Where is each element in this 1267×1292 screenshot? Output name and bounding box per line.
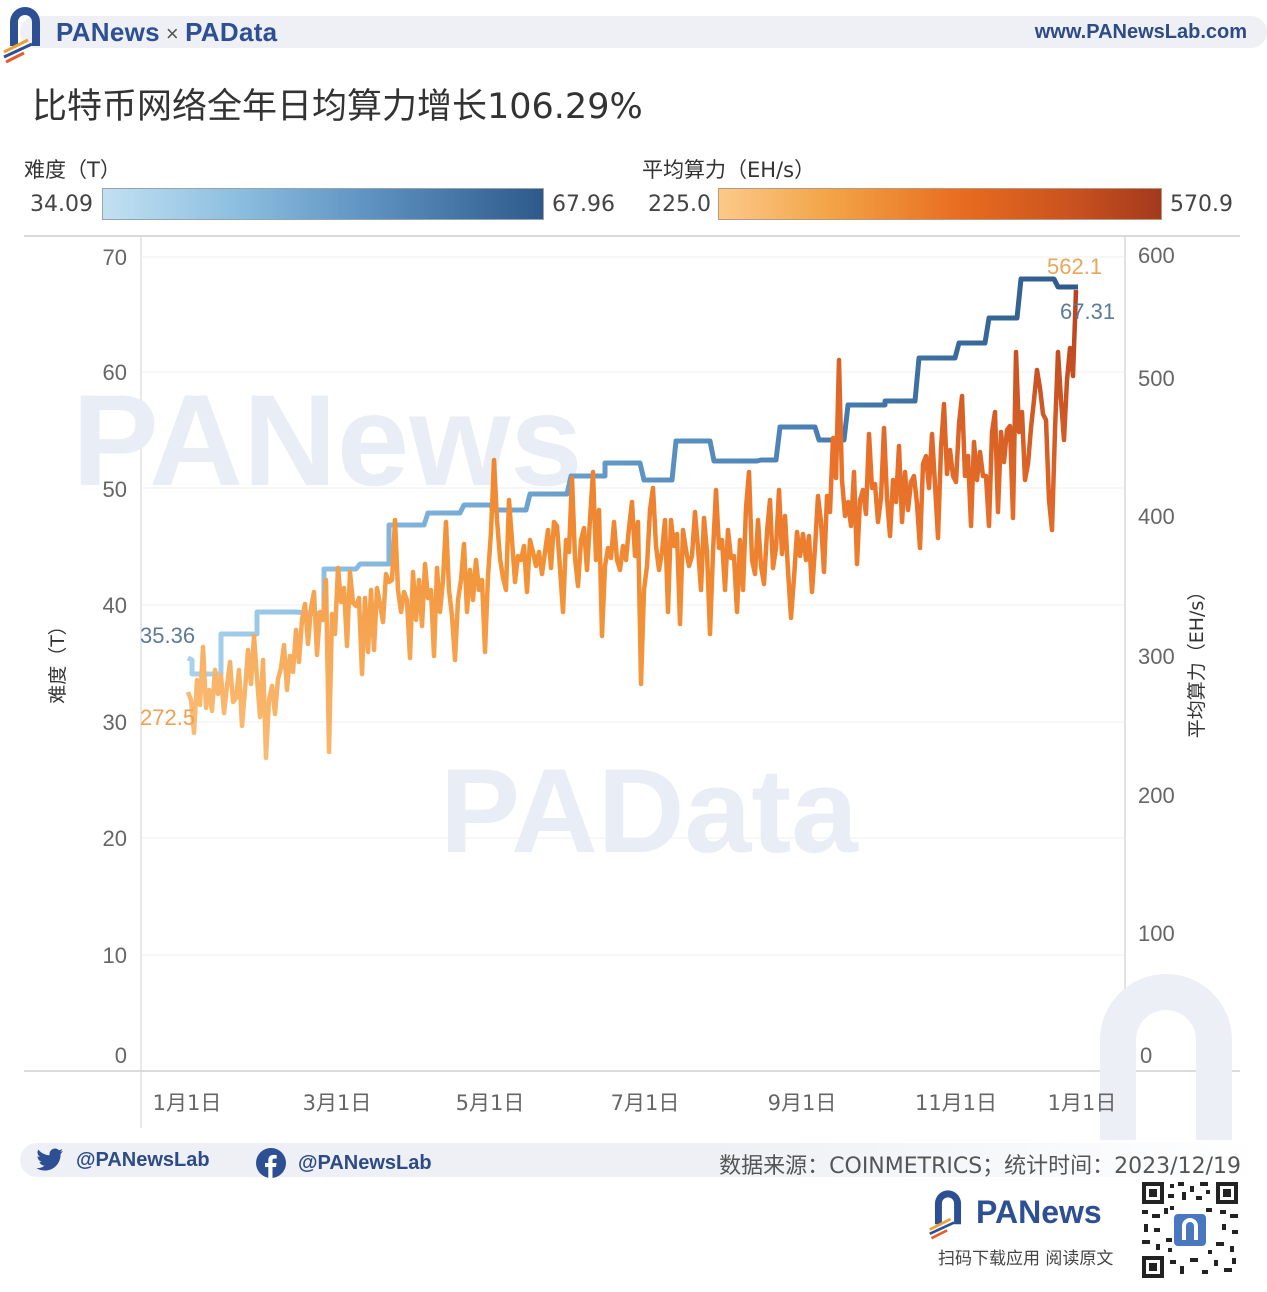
difficulty-end-label: 67.31 (1060, 299, 1115, 324)
qr-code-icon[interactable] (1140, 1180, 1240, 1280)
footer-brand-name: PANews (976, 1194, 1102, 1230)
svg-text:5月1日: 5月1日 (456, 1091, 525, 1115)
right-axis-ticks: 0 100 200 300 400 500 600 (1138, 243, 1175, 1068)
twitter-handle[interactable]: @PANewsLab (36, 1148, 210, 1172)
website-link[interactable]: www.PANewsLab.com (1034, 21, 1247, 43)
hashrate-color-scale (718, 188, 1162, 220)
svg-text:100: 100 (1138, 921, 1175, 946)
svg-text:10: 10 (103, 943, 127, 968)
svg-text:20: 20 (103, 826, 127, 851)
brand-padata: PAData (185, 17, 278, 47)
difficulty-color-scale (102, 188, 544, 220)
header-pill (20, 16, 1267, 48)
difficulty-start-label: 35.36 (140, 623, 195, 648)
difficulty-legend-min: 34.09 (30, 192, 93, 217)
footer-brand: PANews (928, 1186, 1128, 1240)
hashrate-line (185, 289, 1079, 761)
right-axis-title: 平均算力（EH/s） (1186, 582, 1208, 739)
facebook-handle[interactable]: @PANewsLab (256, 1148, 432, 1178)
svg-text:7月1日: 7月1日 (611, 1091, 680, 1115)
difficulty-legend-max: 67.96 (552, 192, 615, 217)
twitter-icon (36, 1148, 63, 1171)
svg-text:400: 400 (1138, 504, 1175, 529)
twitter-handle-text: @PANewsLab (76, 1148, 210, 1171)
chart-area: PANews PAData 0 10 20 30 40 50 60 70 0 1… (24, 235, 1240, 1140)
svg-text:200: 200 (1138, 783, 1175, 808)
left-axis-ticks: 0 10 20 30 40 50 60 70 (103, 245, 127, 1068)
svg-text:11月1日: 11月1日 (915, 1091, 997, 1115)
watermark-logo-icon (1100, 973, 1232, 1140)
facebook-handle-text: @PANewsLab (298, 1151, 432, 1174)
chart-title: 比特币网络全年日均算力增长106.29% (32, 87, 643, 127)
svg-text:50: 50 (103, 477, 127, 502)
annotations: 35.36 272.5 67.31 562.1 (140, 254, 1115, 730)
header-bar: PANews × PAData www.PANewsLab.com (0, 0, 1267, 70)
svg-text:1月1日: 1月1日 (153, 1091, 222, 1115)
brand-separator: × (165, 21, 180, 46)
left-axis-title: 难度（T） (47, 616, 69, 704)
svg-text:40: 40 (103, 593, 127, 618)
svg-text:0: 0 (115, 1043, 127, 1068)
svg-text:500: 500 (1138, 366, 1175, 391)
svg-text:60: 60 (103, 360, 127, 385)
svg-text:9月1日: 9月1日 (768, 1091, 837, 1115)
svg-text:70: 70 (103, 245, 127, 270)
svg-text:30: 30 (103, 710, 127, 735)
hashrate-start-label: 272.5 (140, 705, 195, 730)
watermark-panews: PANews (72, 367, 583, 513)
hashrate-legend-max: 570.9 (1170, 192, 1233, 217)
svg-text:600: 600 (1138, 243, 1175, 268)
svg-text:1月1日: 1月1日 (1048, 1091, 1117, 1115)
svg-text:300: 300 (1138, 644, 1175, 669)
panews-logo-icon (3, 7, 40, 64)
footer-bar (20, 1143, 1267, 1177)
hashrate-end-label: 562.1 (1047, 254, 1102, 279)
svg-text:3月1日: 3月1日 (303, 1091, 372, 1115)
x-axis-ticks: 1月1日 3月1日 5月1日 7月1日 9月1日 11月1日 1月1日 (153, 1091, 1117, 1115)
svg-text:0: 0 (1140, 1043, 1152, 1068)
brand-title: PANews × PAData (56, 17, 277, 48)
brand-panews: PANews (56, 17, 160, 47)
watermark-padata: PAData (440, 744, 859, 878)
scan-instructions: 扫码下载应用 阅读原文 (938, 1249, 1114, 1269)
hashrate-legend-label: 平均算力（EH/s） (642, 158, 816, 182)
facebook-icon (256, 1148, 286, 1178)
difficulty-legend-label: 难度（T） (24, 158, 121, 182)
panews-logo-icon-small (929, 1190, 962, 1240)
hashrate-legend-min: 225.0 (648, 192, 711, 217)
data-source: 数据来源：COINMETRICS；统计时间：2023/12/19 (719, 1154, 1241, 1179)
